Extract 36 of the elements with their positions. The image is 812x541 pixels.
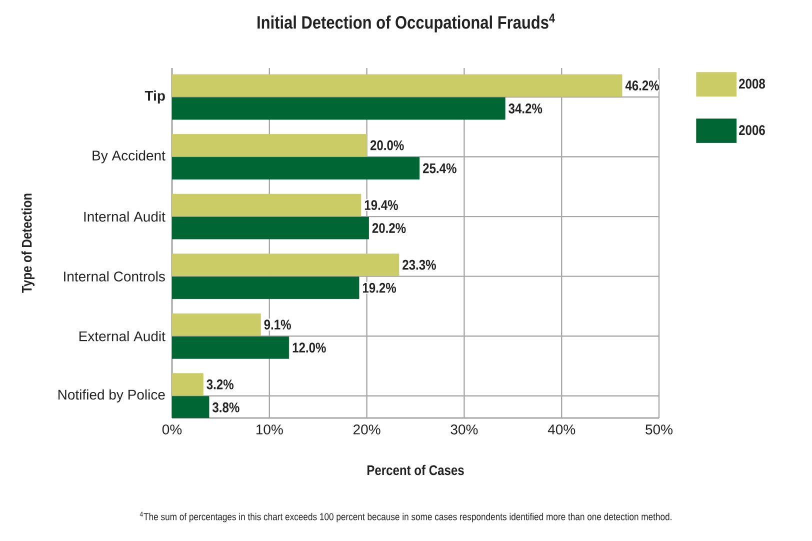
data-label: 19.2%: [362, 282, 396, 293]
y-tick-label: By Accident: [92, 150, 166, 164]
x-axis-title: Percent of Cases: [367, 464, 464, 476]
y-tick-label: External Audit: [79, 330, 166, 342]
x-tick-label: 20%: [353, 424, 380, 434]
data-label: 34.2%: [508, 104, 542, 114]
data-label: 9.1%: [264, 320, 291, 330]
data-label: 20.0%: [370, 140, 404, 150]
legend-label: 2008: [739, 78, 766, 89]
y-axis-title: Type of Detection: [21, 194, 35, 293]
legend-label: 2006: [739, 125, 765, 136]
x-tick-label: 40%: [548, 424, 576, 434]
bar: [172, 97, 506, 120]
bar: [172, 157, 420, 180]
bar: [172, 276, 360, 300]
y-tick-label: Internal Audit: [84, 211, 166, 222]
bar: [172, 336, 290, 359]
data-label: 20.2%: [372, 223, 406, 234]
data-label: 3.8%: [212, 402, 240, 412]
y-tick-label: Notified by Police: [58, 389, 165, 402]
x-tick-label: 0%: [162, 424, 182, 434]
text: $^{4}$The sum of percentages in this chart exceeds 100 percent because in some cases respondents identified more than one detection method.: [140, 512, 672, 522]
data-label: 25.4%: [423, 163, 456, 174]
data-label: 23.3%: [402, 260, 436, 270]
x-tick-label: 10%: [256, 424, 283, 434]
chart-title: Initial Detection of Occupational Frauds$^{4}$: [258, 14, 555, 32]
y-tick-label: Tip: [144, 90, 165, 104]
data-label: 19.4%: [364, 200, 398, 210]
bar: [172, 216, 369, 240]
data-label: 46.2%: [625, 80, 660, 90]
x-tick-label: 30%: [450, 424, 478, 434]
y-tick-label: Internal Controls: [64, 271, 165, 282]
data-label: 3.2%: [206, 379, 234, 390]
data-label: 12.0%: [292, 342, 326, 353]
bar: [172, 396, 210, 418]
x-tick-label: 50%: [646, 424, 673, 434]
